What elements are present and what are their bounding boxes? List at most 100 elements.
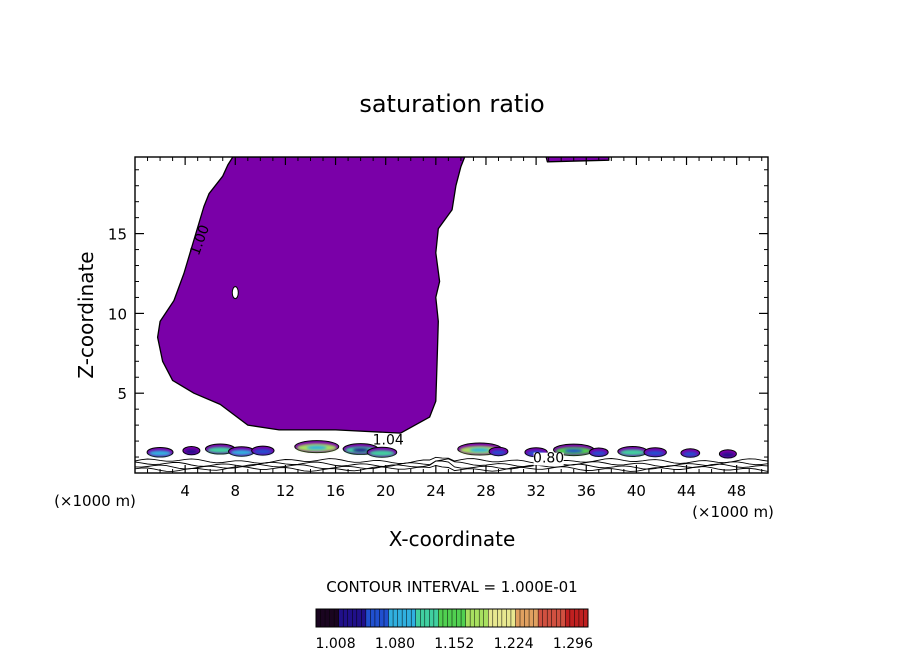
colorbar-stripe <box>510 609 516 627</box>
contour-interval-text: CONTOUR INTERVAL = 1.000E-01 <box>326 578 577 596</box>
colorbar-stripe <box>352 609 358 627</box>
cell-core <box>253 449 273 455</box>
colorbar-stripe <box>524 609 530 627</box>
cell-core <box>149 450 172 457</box>
colorbar-stripe <box>515 609 521 627</box>
colorbar-stripe <box>474 609 480 627</box>
x-axis-label: X-coordinate <box>389 527 516 551</box>
x-tick-label: 8 <box>231 482 241 500</box>
colorbar <box>315 608 589 628</box>
colorbar-stripe <box>338 609 344 627</box>
x-tick-label: 48 <box>727 482 746 500</box>
colorbar-stripe <box>574 609 580 627</box>
contour-label-text: 1.04 <box>373 432 404 448</box>
x-tick-label: 24 <box>426 482 445 500</box>
colorbar-stripe <box>456 609 462 627</box>
contour-label: 0.80 <box>533 451 564 467</box>
colorbar-stripe <box>356 609 362 627</box>
colorbar-stripe <box>547 609 553 627</box>
x-unit-right: (×1000 m) <box>692 503 774 521</box>
y-axis-label: Z-coordinate <box>74 251 98 378</box>
colorbar-stripe <box>370 609 376 627</box>
y-tick-label: 5 <box>117 385 127 403</box>
cell-core <box>645 450 665 456</box>
cell-core <box>230 449 253 456</box>
cell-core <box>591 451 607 456</box>
cell-core <box>369 450 395 457</box>
colorbar-stripe <box>343 609 349 627</box>
x-tick-label: 32 <box>527 482 546 500</box>
colorbar-stripe <box>551 609 557 627</box>
plot-frame <box>134 156 769 474</box>
colorbar-frame <box>315 608 589 628</box>
colorbar-stripe <box>560 609 566 627</box>
colorbar-stripe <box>452 609 457 627</box>
cell-core <box>619 449 646 456</box>
colorbar-stripe <box>583 609 589 627</box>
colorbar-stripe <box>374 609 380 627</box>
colorbar-stripe <box>578 609 584 627</box>
colorbar-tick-label: 1.296 <box>553 636 593 652</box>
colorbar-stripe <box>411 609 417 627</box>
colorbar-tick-labels: 1.008 1.080 1.152 1.224 1.296 <box>316 636 594 652</box>
contour-label-bg <box>533 452 564 466</box>
colorbar-stripe <box>347 609 353 627</box>
colorbar-stripe <box>465 609 471 627</box>
colorbar-stripe <box>433 609 439 627</box>
colorbar-stripe <box>438 609 444 627</box>
cell-core <box>491 450 506 455</box>
x-axis-ticks: 4 8 12 16 20 24 28 32 36 40 44 48 <box>147 157 763 500</box>
contour-label-text: 0.80 <box>533 451 564 467</box>
colorbar-stripe <box>329 609 335 627</box>
x-tick-label: 20 <box>376 482 395 500</box>
colorbar-stripe <box>442 609 448 627</box>
colorbar-stripe <box>461 609 466 627</box>
colorbar-stripe <box>424 609 430 627</box>
colorbar-stripe <box>533 609 539 627</box>
colorbar-stripe <box>447 609 453 627</box>
colorbar-stripe <box>569 609 575 627</box>
y-tick-label: 10 <box>108 305 127 323</box>
colorbar-stripe <box>497 609 503 627</box>
colorbar-stripe <box>492 609 498 627</box>
x-tick-label: 4 <box>180 482 190 500</box>
colorbar-stripe <box>334 609 339 627</box>
colorbar-stripe <box>542 609 548 627</box>
y-axis-ticks: 5 10 15 <box>108 169 768 458</box>
contour-field: 1.001.040.80 <box>135 157 768 472</box>
colorbar-tick-label: 1.224 <box>494 636 534 652</box>
colorbar-stripe <box>320 609 326 627</box>
colorbar-stripe <box>429 609 435 627</box>
surface-contour-line <box>135 465 768 472</box>
cell-core <box>682 451 698 457</box>
colorbar-stripe <box>316 609 321 627</box>
chart-title: saturation ratio <box>359 90 544 118</box>
x-tick-label: 36 <box>577 482 596 500</box>
colorbar-stripe <box>520 609 525 627</box>
colorbar-stripe <box>402 609 407 627</box>
cell-inner-core <box>306 445 327 450</box>
colorbar-stripe <box>470 609 475 627</box>
colorbar-stripe <box>479 609 485 627</box>
saturated-region <box>545 157 610 163</box>
x-unit-left: (×1000 m) <box>54 492 136 510</box>
colorbar-stripe <box>384 609 389 627</box>
colorbar-tick-label: 1.152 <box>434 636 474 652</box>
clear-hole <box>231 286 239 300</box>
colorbar-stripe <box>420 609 426 627</box>
x-tick-label: 12 <box>276 482 295 500</box>
cell-inner-core <box>564 448 583 453</box>
colorbar-tick-label: 1.008 <box>316 636 356 652</box>
colorbar-stripe <box>501 609 507 627</box>
contour-label: 1.04 <box>373 432 404 448</box>
surface-contour-line <box>135 456 768 464</box>
colorbar-stripe <box>538 609 543 627</box>
cell-core <box>207 447 234 454</box>
x-tick-label: 40 <box>627 482 646 500</box>
colorbar-stripe <box>529 609 534 627</box>
colorbar-stripe <box>415 609 421 627</box>
colorbar-tick-label: 1.080 <box>375 636 415 652</box>
cell-core <box>721 452 735 457</box>
x-tick-label: 44 <box>677 482 696 500</box>
